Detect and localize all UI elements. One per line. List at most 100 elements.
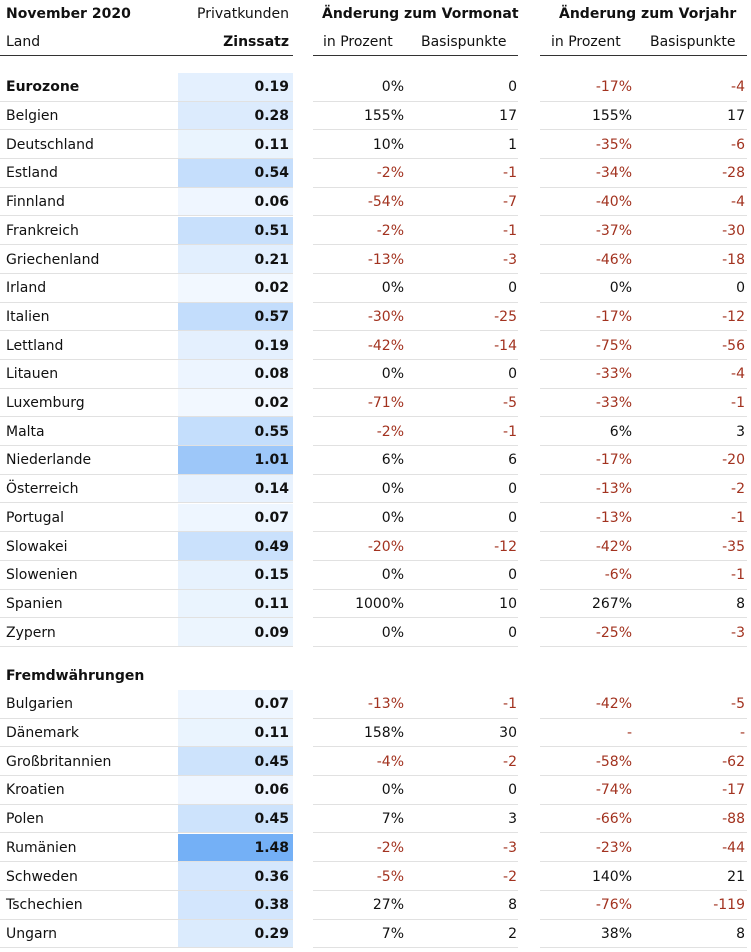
month-change-percent: 155% <box>363 108 404 125</box>
table-row: Österreich 0.14 0% 0 -13% -2 <box>0 474 751 504</box>
country-name: Portugal <box>6 509 64 526</box>
month-change-percent: 6% <box>381 452 404 469</box>
year-change-bp: -18 <box>722 251 745 268</box>
year-change-percent: -33% <box>595 366 632 383</box>
interest-rate-value: 0.06 <box>254 782 289 799</box>
country-name: Tschechien <box>6 897 83 914</box>
row-divider <box>0 301 293 303</box>
row-divider <box>313 473 518 475</box>
year-change-percent: -17% <box>595 308 632 325</box>
year-change-percent: 155% <box>591 108 632 125</box>
month-change-percent: 0% <box>381 782 404 799</box>
month-change-bp: -3 <box>503 839 517 856</box>
row-divider <box>540 416 747 418</box>
table-row: Bulgarien 0.07 -13% -1 -42% -5 <box>0 690 751 719</box>
country-name: Schweden <box>6 868 78 885</box>
row-divider <box>0 387 293 389</box>
year-change-bp: -119 <box>713 897 745 914</box>
month-change-percent: 0% <box>381 624 404 641</box>
row-divider <box>313 330 518 332</box>
row-divider <box>540 775 747 777</box>
country-name: Belgien <box>6 108 59 125</box>
month-change-bp: -14 <box>494 337 517 354</box>
row-divider <box>540 272 747 274</box>
header-divider <box>540 55 747 56</box>
row-divider <box>0 473 293 475</box>
row-divider <box>313 947 518 949</box>
row-divider <box>0 861 293 863</box>
month-change-percent: 10% <box>372 136 404 153</box>
row-divider <box>540 717 747 719</box>
row-divider <box>313 803 518 805</box>
country-name: Ungarn <box>6 925 57 942</box>
year-change-percent: -40% <box>595 194 632 211</box>
interest-rate-value: 0.15 <box>254 567 289 584</box>
month-change-percent: -30% <box>367 308 404 325</box>
interest-rate-value: 0.36 <box>254 868 289 885</box>
interest-rate-value: 0.07 <box>254 696 289 713</box>
interest-rate-value: 0.21 <box>254 251 289 268</box>
vorjahr-basispunkte-header: Basispunkte <box>650 34 736 50</box>
month-change-percent: -71% <box>367 395 404 412</box>
country-name: Niederlande <box>6 452 92 469</box>
month-change-percent: 0% <box>381 280 404 297</box>
vormonat-basispunkte-header: Basispunkte <box>421 34 507 50</box>
header-divider <box>313 55 518 56</box>
interest-rate-cell: 0.45 <box>178 747 293 777</box>
interest-rate-value: 0.51 <box>254 222 289 239</box>
month-change-bp: -1 <box>503 423 517 440</box>
country-name: Zypern <box>6 624 56 641</box>
month-change-percent: 1000% <box>355 595 404 612</box>
table-row: Belgien 0.28 155% 17 155% 17 <box>0 101 751 131</box>
interest-rate-cell: 0.49 <box>178 532 293 561</box>
month-change-percent: -20% <box>367 538 404 555</box>
row-divider <box>0 186 293 188</box>
year-change-bp: 21 <box>727 868 745 885</box>
row-divider <box>540 301 747 303</box>
month-change-bp: 8 <box>508 897 517 914</box>
country-name: Polen <box>6 811 44 828</box>
month-change-percent: 27% <box>372 897 404 914</box>
month-change-bp: 0 <box>508 481 517 498</box>
month-change-bp: 2 <box>508 925 517 942</box>
month-change-bp: -1 <box>503 696 517 713</box>
row-divider <box>313 775 518 777</box>
row-divider <box>313 861 518 863</box>
year-change-bp: -6 <box>731 136 745 153</box>
year-change-bp: -28 <box>722 165 745 182</box>
month-change-percent: -2% <box>376 839 404 856</box>
country-name: Irland <box>6 280 47 297</box>
year-change-percent: -23% <box>595 839 632 856</box>
month-change-bp: 6 <box>508 452 517 469</box>
year-change-percent: -25% <box>595 624 632 641</box>
row-divider <box>313 559 518 561</box>
year-change-bp: -4 <box>731 194 745 211</box>
year-change-bp: -30 <box>722 222 745 239</box>
country-name: Österreich <box>6 481 79 498</box>
table-row: Lettland 0.19 -42% -14 -75% -56 <box>0 331 751 360</box>
table-row: Luxemburg 0.02 -71% -5 -33% -1 <box>0 388 751 418</box>
month-change-percent: -5% <box>376 868 404 885</box>
interest-rate-value: 0.11 <box>254 136 289 153</box>
table-row: Frankreich 0.51 -2% -1 -37% -30 <box>0 216 751 246</box>
row-divider <box>0 746 293 748</box>
interest-rate-cell: 0.11 <box>178 718 293 748</box>
table-row: Malta 0.55 -2% -1 6% 3 <box>0 417 751 447</box>
row-divider <box>0 358 293 360</box>
month-change-percent: 7% <box>381 925 404 942</box>
month-change-percent: -42% <box>367 337 404 354</box>
year-change-percent: -35% <box>595 136 632 153</box>
year-change-bp: 17 <box>727 108 745 125</box>
table-row: Slowenien 0.15 0% 0 -6% -1 <box>0 560 751 590</box>
month-change-bp: -2 <box>503 868 517 885</box>
row-divider <box>540 918 747 920</box>
row-divider <box>0 129 293 131</box>
month-change-bp: -1 <box>503 165 517 182</box>
year-change-bp: -56 <box>722 337 745 354</box>
year-change-bp: -5 <box>731 696 745 713</box>
year-change-percent: -66% <box>595 811 632 828</box>
interest-rate-value: 0.02 <box>254 280 289 297</box>
year-change-percent: -13% <box>595 509 632 526</box>
table-row: Dänemark 0.11 158% 30 - - <box>0 718 751 748</box>
